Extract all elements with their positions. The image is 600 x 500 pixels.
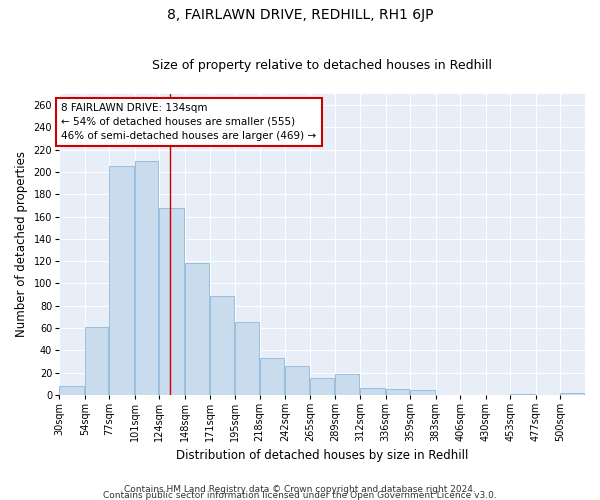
- Bar: [360, 388, 385, 395]
- Y-axis label: Number of detached properties: Number of detached properties: [15, 152, 28, 338]
- X-axis label: Distribution of detached houses by size in Redhill: Distribution of detached houses by size …: [176, 450, 468, 462]
- Bar: [185, 264, 209, 395]
- Text: 8, FAIRLAWN DRIVE, REDHILL, RH1 6JP: 8, FAIRLAWN DRIVE, REDHILL, RH1 6JP: [167, 8, 433, 22]
- Bar: [560, 392, 584, 395]
- Bar: [209, 296, 234, 395]
- Title: Size of property relative to detached houses in Redhill: Size of property relative to detached ho…: [152, 59, 492, 72]
- Bar: [310, 378, 334, 395]
- Bar: [335, 374, 359, 395]
- Bar: [235, 322, 259, 395]
- Bar: [410, 390, 434, 395]
- Text: 8 FAIRLAWN DRIVE: 134sqm
← 54% of detached houses are smaller (555)
46% of semi-: 8 FAIRLAWN DRIVE: 134sqm ← 54% of detach…: [61, 103, 316, 141]
- Text: Contains public sector information licensed under the Open Government Licence v3: Contains public sector information licen…: [103, 490, 497, 500]
- Bar: [135, 161, 158, 395]
- Bar: [160, 208, 184, 395]
- Bar: [285, 366, 309, 395]
- Text: Contains HM Land Registry data © Crown copyright and database right 2024.: Contains HM Land Registry data © Crown c…: [124, 485, 476, 494]
- Bar: [85, 327, 108, 395]
- Bar: [260, 358, 284, 395]
- Bar: [511, 394, 535, 395]
- Bar: [109, 166, 134, 395]
- Bar: [386, 390, 409, 395]
- Bar: [59, 386, 84, 395]
